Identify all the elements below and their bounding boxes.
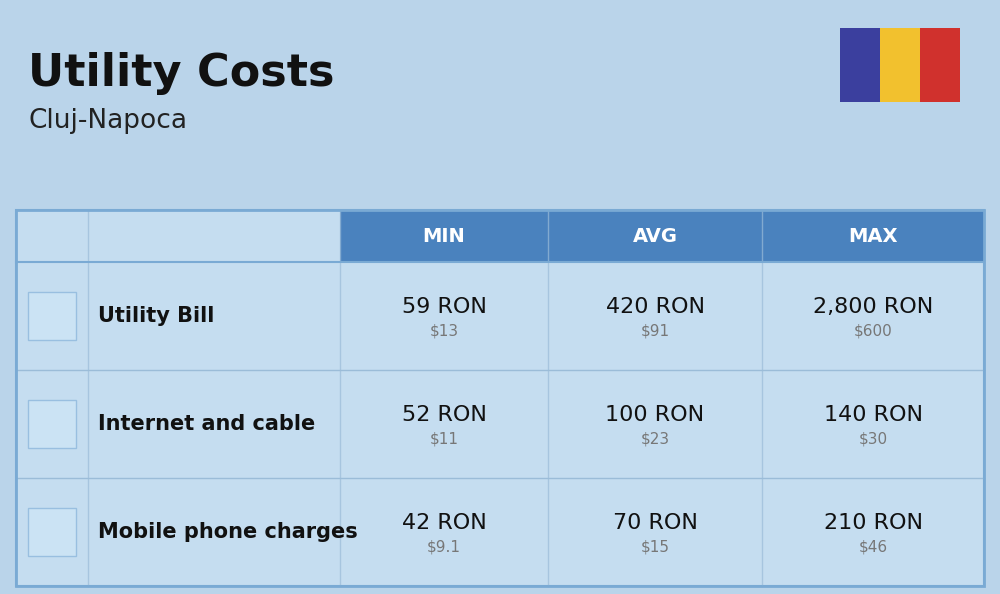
Text: 52 RON: 52 RON — [402, 405, 486, 425]
Text: Internet and cable: Internet and cable — [98, 414, 315, 434]
Bar — [16, 210, 340, 262]
Text: $23: $23 — [640, 431, 670, 447]
Text: $9.1: $9.1 — [427, 539, 461, 555]
Text: 42 RON: 42 RON — [402, 513, 486, 533]
Text: $15: $15 — [640, 539, 670, 555]
Text: AVG: AVG — [633, 226, 678, 245]
Text: $11: $11 — [430, 431, 458, 447]
Text: 140 RON: 140 RON — [824, 405, 922, 425]
Bar — [880, 28, 920, 102]
Bar — [840, 28, 880, 102]
Text: $13: $13 — [429, 324, 459, 339]
Text: $91: $91 — [640, 324, 670, 339]
Text: Utility Bill: Utility Bill — [98, 306, 214, 326]
Text: Mobile phone charges: Mobile phone charges — [98, 522, 358, 542]
Text: 70 RON: 70 RON — [613, 513, 697, 533]
Bar — [28, 400, 76, 448]
Text: MIN: MIN — [423, 226, 465, 245]
Bar — [28, 508, 76, 556]
Text: $30: $30 — [858, 431, 888, 447]
Bar — [16, 210, 984, 586]
Text: $600: $600 — [854, 324, 892, 339]
Bar — [28, 292, 76, 340]
Bar — [16, 210, 984, 586]
Bar — [920, 28, 960, 102]
Text: 59 RON: 59 RON — [402, 297, 486, 317]
Text: 100 RON: 100 RON — [605, 405, 705, 425]
Text: 210 RON: 210 RON — [824, 513, 922, 533]
Text: 2,800 RON: 2,800 RON — [813, 297, 933, 317]
Bar — [548, 210, 762, 262]
Text: MAX: MAX — [848, 226, 898, 245]
Text: $46: $46 — [858, 539, 888, 555]
Text: Utility Costs: Utility Costs — [28, 52, 334, 95]
Text: Cluj-Napoca: Cluj-Napoca — [28, 108, 187, 134]
Bar — [762, 210, 984, 262]
Text: 420 RON: 420 RON — [606, 297, 704, 317]
Bar — [340, 210, 548, 262]
